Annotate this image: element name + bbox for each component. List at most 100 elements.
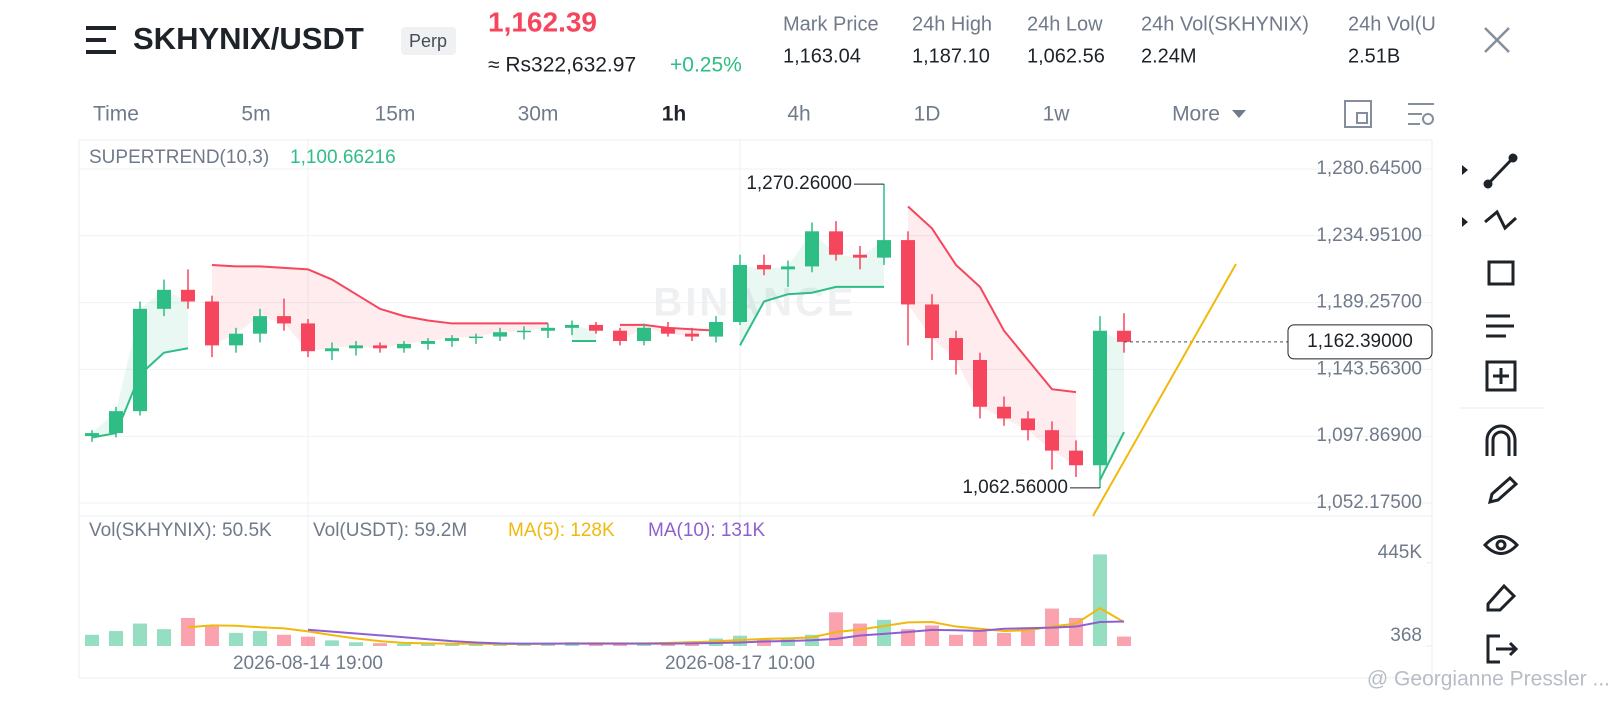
volume-bar bbox=[373, 643, 387, 646]
trend-fill bbox=[212, 264, 548, 352]
tab[interactable]: 1D bbox=[914, 103, 941, 126]
volume-bar bbox=[925, 625, 939, 646]
change: +0.25% bbox=[670, 54, 742, 77]
y-tick-label: 1,234.95100 bbox=[1316, 225, 1422, 246]
volume-bar bbox=[517, 644, 531, 646]
supertrend-line bbox=[1099, 431, 1125, 481]
candle-body bbox=[637, 327, 651, 341]
tab[interactable]: More bbox=[1172, 103, 1220, 126]
stat-value: 1,163.04 bbox=[783, 45, 861, 67]
volume-bar bbox=[829, 612, 843, 646]
volume-bar bbox=[613, 644, 627, 646]
y-tick-label: 1,189.25700 bbox=[1316, 292, 1422, 313]
volume-bar bbox=[301, 636, 315, 646]
volume-legend: Vol(USDT): 59.2M bbox=[313, 520, 467, 541]
stat-label: 24h High bbox=[912, 13, 992, 35]
trend-fill bbox=[908, 206, 1076, 466]
candle-body bbox=[805, 231, 819, 267]
candle-body bbox=[925, 304, 939, 339]
tab[interactable]: 30m bbox=[518, 103, 559, 126]
tool-icon[interactable] bbox=[1344, 100, 1434, 128]
candle-body bbox=[1117, 330, 1131, 342]
volume-bar bbox=[637, 643, 651, 646]
candle-body bbox=[589, 324, 603, 331]
tab-active[interactable]: 1h bbox=[662, 103, 687, 126]
menu-icon[interactable] bbox=[86, 26, 116, 54]
candle-body bbox=[949, 338, 963, 360]
badge-bg bbox=[401, 27, 456, 55]
stat-label: 24h Vol(U bbox=[1348, 13, 1436, 35]
y-tick-label: 1,052.17500 bbox=[1316, 492, 1422, 513]
candle-body bbox=[901, 240, 915, 305]
min-label: 1,062.56000 bbox=[962, 477, 1068, 498]
close-button[interactable] bbox=[1484, 27, 1510, 53]
volume-bar bbox=[1021, 627, 1035, 646]
candle-body bbox=[541, 327, 555, 331]
volume-bar bbox=[1117, 636, 1131, 646]
volume-bar bbox=[181, 617, 195, 646]
chart-frame bbox=[78, 139, 1433, 679]
tab[interactable]: 4h bbox=[787, 103, 810, 126]
footer-credit: @ Georgianne Pressler ... bbox=[1367, 668, 1610, 691]
volume-bar bbox=[85, 634, 99, 646]
volume-bar bbox=[901, 629, 915, 646]
stat-value: 1,062.56 bbox=[1027, 45, 1105, 67]
y-tick-label: 1,097.86900 bbox=[1316, 425, 1422, 446]
y-tick-label: 1,143.56300 bbox=[1316, 358, 1422, 379]
supertrend-line bbox=[739, 285, 884, 346]
volume-tick-label: 445K bbox=[1378, 542, 1423, 563]
volume-tick-label: 368 bbox=[1390, 625, 1422, 646]
volume-bar bbox=[277, 634, 291, 646]
candle-body bbox=[349, 345, 363, 349]
stat-label: 24h Low bbox=[1027, 13, 1103, 35]
stat-value: 2.24M bbox=[1141, 45, 1197, 67]
ma-line bbox=[307, 620, 1125, 645]
tab[interactable]: 15m bbox=[375, 103, 416, 126]
volume-bar bbox=[589, 643, 603, 646]
trend-fill bbox=[572, 324, 596, 341]
candle-body bbox=[613, 330, 627, 341]
candle-body bbox=[565, 324, 579, 328]
tab[interactable]: Time bbox=[93, 103, 139, 126]
tab[interactable]: 5m bbox=[241, 103, 270, 126]
tab[interactable]: 1w bbox=[1043, 103, 1071, 126]
volume-bar bbox=[781, 638, 795, 646]
candle-body bbox=[1045, 430, 1059, 451]
symbol[interactable]: SKHYNIX/USDT bbox=[133, 21, 364, 56]
volume-bar bbox=[325, 640, 339, 646]
drawing-toolbar[interactable] bbox=[1462, 153, 1520, 664]
candle-body bbox=[157, 289, 171, 309]
candle-body bbox=[829, 231, 843, 255]
supertrend-line bbox=[907, 205, 1077, 394]
candle-body bbox=[133, 308, 147, 412]
drawn-trendline[interactable] bbox=[1092, 263, 1237, 517]
candle-body bbox=[445, 338, 459, 341]
plot: 1,052.17500 1,097.86900 1,143.56300 1,189.2… bbox=[79, 140, 1433, 674]
fade bbox=[1440, 0, 1612, 85]
volume-bar bbox=[469, 643, 483, 646]
volume-bar bbox=[349, 642, 363, 646]
volume-bar bbox=[229, 632, 243, 646]
candle-body bbox=[733, 264, 747, 322]
candle-body bbox=[517, 330, 531, 333]
volume-bar bbox=[133, 623, 147, 646]
badge: Perp bbox=[409, 31, 447, 51]
last-price: 1,162.39 bbox=[488, 6, 597, 37]
volume-bar bbox=[1093, 554, 1107, 646]
more-caret bbox=[1232, 110, 1246, 118]
volume-bar bbox=[493, 644, 507, 646]
volume-bar bbox=[109, 631, 123, 646]
candle-body bbox=[301, 323, 315, 352]
candle-body bbox=[493, 332, 507, 337]
candle-body bbox=[757, 264, 771, 270]
y-tick-label: 1,280.64500 bbox=[1316, 158, 1422, 179]
stat-label: Mark Price bbox=[783, 13, 879, 35]
candle-body bbox=[253, 316, 267, 334]
supertrend-line bbox=[211, 263, 548, 325]
volume-bar bbox=[949, 634, 963, 646]
candle-body bbox=[421, 340, 435, 344]
candle-body bbox=[661, 327, 675, 334]
volume-bar bbox=[253, 631, 267, 646]
candle-body bbox=[277, 316, 291, 324]
